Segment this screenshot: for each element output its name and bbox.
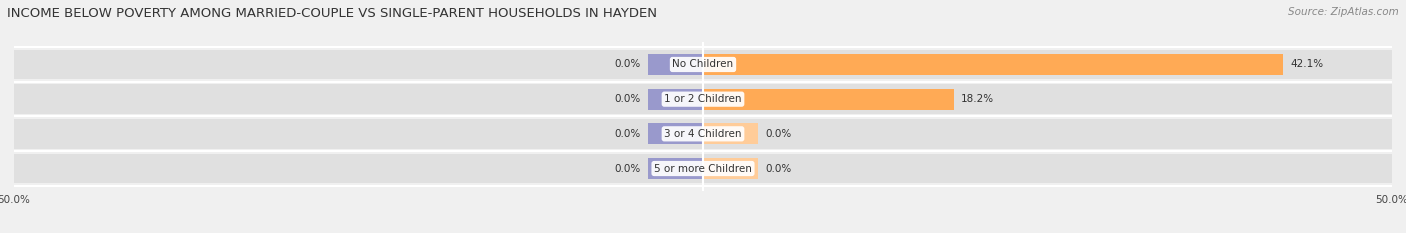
Bar	[703, 89, 953, 110]
Bar	[14, 50, 703, 79]
Bar	[703, 154, 1392, 183]
Bar	[703, 84, 1392, 114]
Bar	[703, 119, 1392, 149]
Text: 0.0%: 0.0%	[614, 129, 641, 139]
Bar	[648, 123, 703, 144]
Text: 0.0%: 0.0%	[614, 59, 641, 69]
Bar	[14, 84, 703, 114]
Text: 0.0%: 0.0%	[765, 164, 792, 174]
Bar	[703, 50, 1392, 79]
Bar	[703, 123, 758, 144]
Bar	[648, 89, 703, 110]
Text: Source: ZipAtlas.com: Source: ZipAtlas.com	[1288, 7, 1399, 17]
Text: No Children: No Children	[672, 59, 734, 69]
Text: 0.0%: 0.0%	[765, 129, 792, 139]
Text: 1 or 2 Children: 1 or 2 Children	[664, 94, 742, 104]
Text: 3 or 4 Children: 3 or 4 Children	[664, 129, 742, 139]
Text: 42.1%: 42.1%	[1289, 59, 1323, 69]
Text: 5 or more Children: 5 or more Children	[654, 164, 752, 174]
Bar	[648, 158, 703, 179]
Text: 0.0%: 0.0%	[614, 164, 641, 174]
Bar	[14, 119, 703, 149]
Bar	[703, 54, 1284, 75]
Text: 18.2%: 18.2%	[960, 94, 994, 104]
Bar	[14, 154, 703, 183]
Text: 0.0%: 0.0%	[614, 94, 641, 104]
Text: INCOME BELOW POVERTY AMONG MARRIED-COUPLE VS SINGLE-PARENT HOUSEHOLDS IN HAYDEN: INCOME BELOW POVERTY AMONG MARRIED-COUPL…	[7, 7, 657, 20]
Bar	[703, 158, 758, 179]
Bar	[648, 54, 703, 75]
